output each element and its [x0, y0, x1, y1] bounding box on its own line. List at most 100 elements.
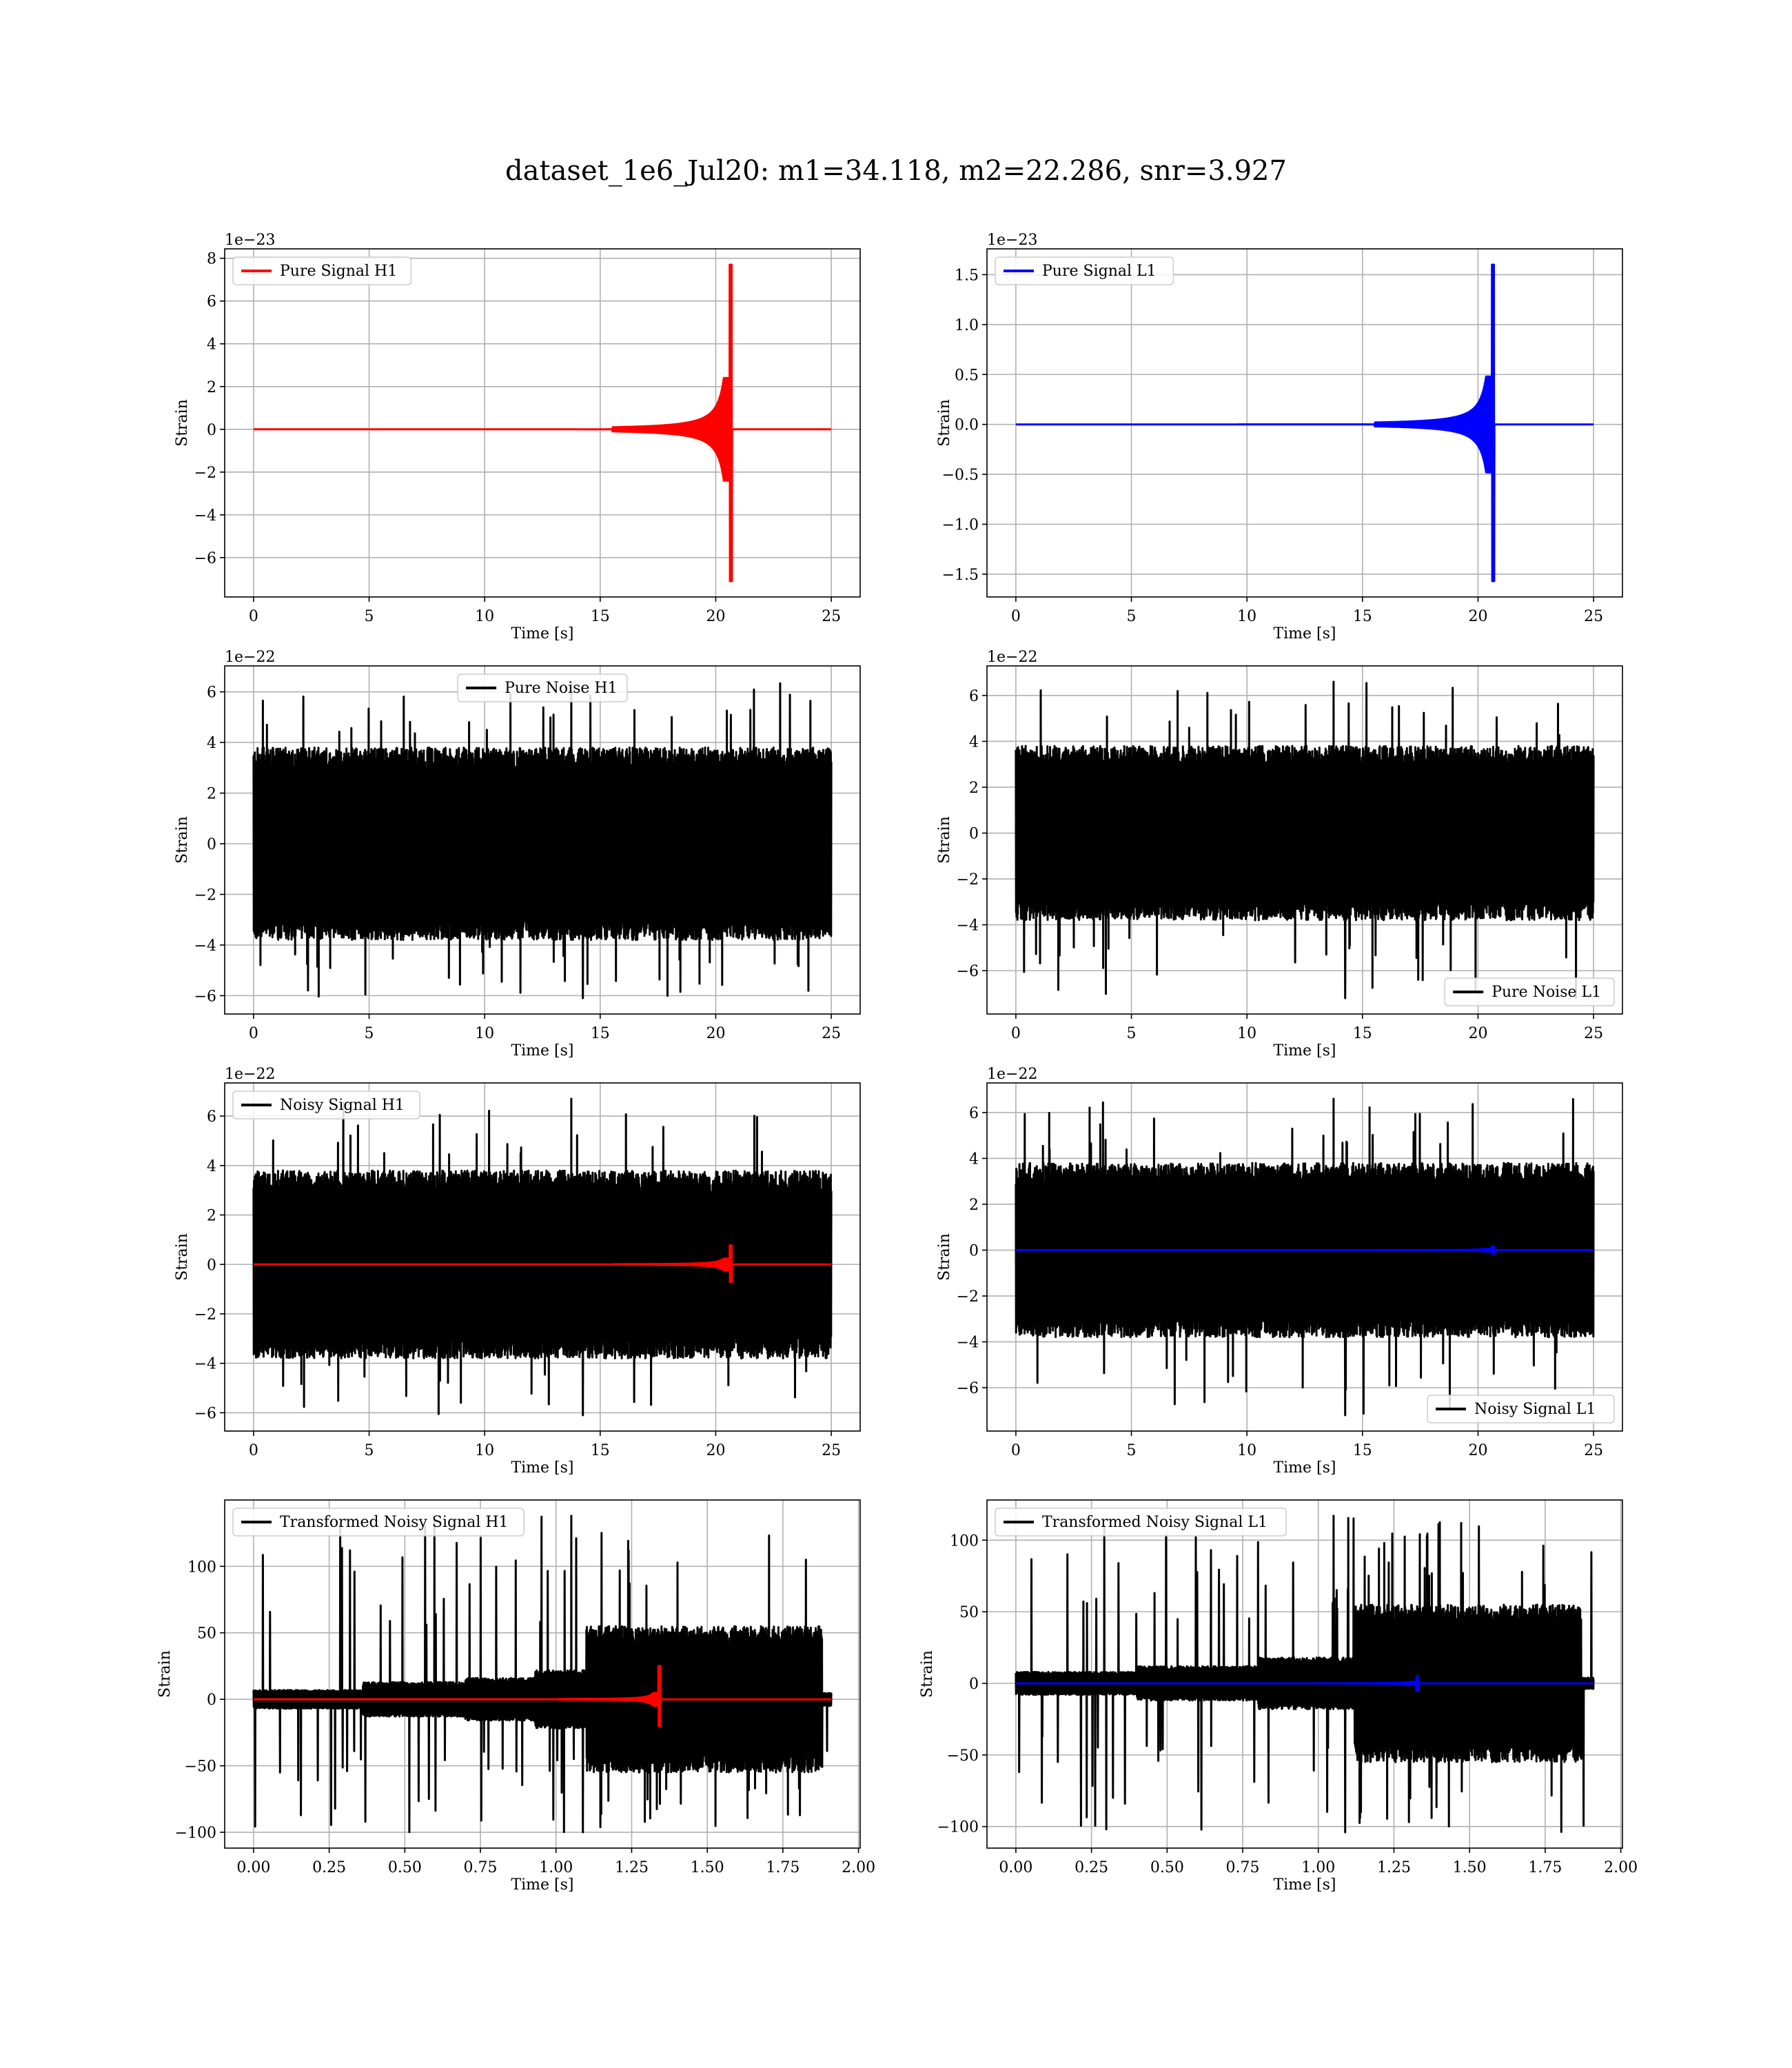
x-tick-label: 0.00 — [999, 1859, 1032, 1876]
plot-area — [1015, 263, 1595, 582]
legend-label: Pure Signal L1 — [1042, 263, 1157, 280]
legend-box — [232, 1091, 420, 1119]
legend-box — [457, 673, 628, 702]
y-axis-label: Strain — [156, 1650, 174, 1698]
legend: Transformed Noisy Signal L1 — [995, 1508, 1287, 1537]
x-tick-label: 0 — [249, 1442, 258, 1459]
offset-text: 1e−23 — [987, 232, 1037, 249]
y-tick-label: 50 — [197, 1625, 216, 1643]
subplot-transformed-noisy-signal-l1: 0.00 0.25 0.50 0.75 1.00 1.25 1.50 1.75 2.00 −100… — [919, 1499, 1638, 1894]
y-tick-label: 4 — [969, 1150, 979, 1168]
offset-text: 1e−22 — [225, 1066, 275, 1083]
legend-box — [232, 1508, 525, 1537]
legend-label: Pure Noise L1 — [1491, 984, 1601, 1001]
x-tick-label: 0 — [1011, 608, 1021, 625]
legend: Pure Signal L1 — [995, 256, 1174, 285]
offset-text: 1e−23 — [225, 232, 275, 249]
x-tick-label: 20 — [1468, 608, 1487, 625]
plot-area — [252, 1514, 833, 1834]
series-chirp — [1015, 263, 1595, 582]
legend-label: Pure Noise H1 — [505, 680, 618, 697]
plot-area — [1015, 1097, 1595, 1417]
legend-label: Noisy Signal L1 — [1474, 1401, 1596, 1418]
x-tick-label: 2.00 — [1604, 1859, 1638, 1876]
x-tick-label: 25 — [822, 1025, 841, 1042]
y-tick-label: −4 — [957, 918, 979, 935]
y-tick-label: 2 — [207, 379, 216, 396]
y-tick-label: −4 — [957, 1335, 979, 1352]
legend-label: Pure Signal H1 — [280, 263, 397, 280]
y-tick-label: 0 — [969, 1243, 979, 1260]
legend-box — [1427, 1395, 1615, 1423]
x-tick-label: 5 — [1127, 1025, 1137, 1042]
x-axis-label: Time [s] — [511, 1042, 573, 1060]
y-tick-label: 6 — [207, 1108, 216, 1126]
series-chirp — [1015, 1245, 1595, 1255]
x-axis-label: Time [s] — [511, 1876, 573, 1894]
axes-frame — [224, 665, 861, 1015]
y-tick-label: 2 — [969, 780, 979, 797]
x-tick-label: 25 — [1584, 608, 1603, 625]
legend: Pure Signal H1 — [232, 256, 412, 285]
y-tick-label: −1.0 — [942, 516, 979, 534]
y-tick-label: 6 — [969, 1105, 979, 1122]
x-tick-label: 20 — [706, 1025, 725, 1042]
legend: Transformed Noisy Signal H1 — [232, 1508, 525, 1537]
x-tick-label: 0.25 — [312, 1859, 346, 1876]
offset-text: 1e−22 — [987, 649, 1037, 666]
subplot-pure-signal-h1: 0 5 10 15 20 25 −6 −4 −2 0 2 4 6 8 1e−23 Time [s] Strain… — [174, 232, 861, 642]
x-tick-label: 10 — [1237, 608, 1256, 625]
y-tick-label: −2 — [194, 465, 216, 482]
y-axis-label: Strain — [174, 816, 191, 864]
x-tick-label: 1.00 — [1301, 1859, 1335, 1876]
axes-frame — [986, 1082, 1623, 1432]
y-tick-label: −50 — [947, 1747, 979, 1765]
y-tick-label: 0 — [207, 1257, 216, 1274]
y-tick-label: −4 — [194, 937, 216, 955]
series-noise — [252, 680, 833, 1000]
x-tick-label: 0.75 — [464, 1859, 498, 1876]
y-tick-label: 4 — [207, 735, 216, 752]
y-tick-label: 0 — [969, 826, 979, 843]
series-chirp — [252, 1244, 833, 1284]
x-axis-label: Time [s] — [1273, 625, 1336, 642]
y-tick-label: −6 — [194, 1405, 216, 1422]
axes-frame — [224, 1082, 861, 1432]
x-tick-label: 1.25 — [615, 1859, 649, 1876]
legend: Noisy Signal H1 — [232, 1091, 420, 1119]
plot-area — [252, 680, 833, 1000]
y-tick-label: 0.5 — [955, 367, 979, 384]
series-segments — [252, 1514, 833, 1834]
y-tick-label: −6 — [194, 550, 216, 567]
legend-box — [232, 256, 412, 285]
x-tick-label: 10 — [475, 1442, 494, 1459]
x-axis-label: Time [s] — [1273, 1459, 1336, 1477]
x-tick-label: 5 — [365, 1025, 374, 1042]
x-tick-label: 0 — [1011, 1442, 1021, 1459]
legend-box — [1444, 977, 1615, 1006]
legend-box — [995, 256, 1174, 285]
x-tick-label: 0.50 — [388, 1859, 422, 1876]
plot-area — [1015, 680, 1595, 1000]
y-tick-label: 50 — [959, 1604, 979, 1621]
x-tick-label: 5 — [365, 1442, 374, 1459]
x-tick-label: 25 — [822, 1442, 841, 1459]
y-axis-label: Strain — [174, 399, 191, 447]
x-tick-label: 15 — [591, 1025, 610, 1042]
legend-label: Transformed Noisy Signal H1 — [280, 1514, 509, 1531]
y-axis-label: Strain — [919, 1650, 936, 1698]
x-tick-label: 25 — [1584, 1025, 1603, 1042]
legend-box — [995, 1508, 1287, 1537]
x-tick-label: 5 — [365, 608, 374, 625]
x-tick-label: 5 — [1127, 1442, 1137, 1459]
y-axis-label: Strain — [936, 399, 953, 447]
x-tick-label: 20 — [1468, 1025, 1487, 1042]
y-axis-label: Strain — [174, 1233, 191, 1281]
x-tick-label: 1.25 — [1377, 1859, 1411, 1876]
y-tick-label: −0.5 — [942, 467, 979, 484]
x-tick-label: 2.00 — [842, 1859, 875, 1876]
series-chirp — [252, 263, 833, 582]
x-tick-label: 1.50 — [1453, 1859, 1487, 1876]
legend: Pure Noise L1 — [1444, 977, 1615, 1006]
